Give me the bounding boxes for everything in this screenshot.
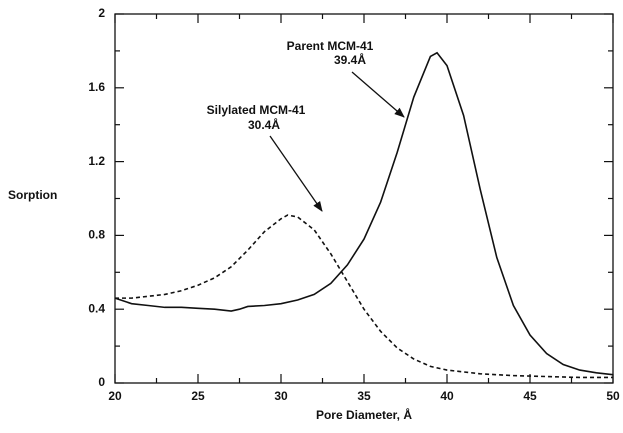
x-tick-label: 45 xyxy=(523,389,537,403)
x-tick-label: 35 xyxy=(357,389,371,403)
x-tick-label: 30 xyxy=(274,389,288,403)
x-tick-label: 50 xyxy=(606,389,620,403)
annotation-name: Parent MCM-41 xyxy=(287,39,374,53)
y-tick-label: 1.6 xyxy=(88,80,105,94)
y-tick-label: 2 xyxy=(98,6,105,20)
annotation-value: 30.4Å xyxy=(248,117,280,132)
y-tick-label: 0.8 xyxy=(88,228,105,242)
x-tick-label: 20 xyxy=(108,389,122,403)
y-tick-label: 0 xyxy=(98,375,105,389)
y-tick-label: 1.2 xyxy=(88,154,105,168)
plot-frame xyxy=(114,13,614,384)
series-line xyxy=(115,214,613,379)
y-tick-label: 0.4 xyxy=(88,301,105,315)
x-tick-label: 40 xyxy=(440,389,454,403)
x-axis-label: Pore Diameter, Å xyxy=(316,407,412,422)
series-line xyxy=(114,51,614,376)
x-tick-label: 25 xyxy=(191,389,205,403)
annotation-arrow xyxy=(351,71,405,118)
annotation-value: 39.4Å xyxy=(334,52,366,67)
annotation-arrow xyxy=(269,135,323,212)
annotation-name: Silylated MCM-41 xyxy=(207,103,306,117)
y-axis-label: Sorption xyxy=(8,188,57,202)
